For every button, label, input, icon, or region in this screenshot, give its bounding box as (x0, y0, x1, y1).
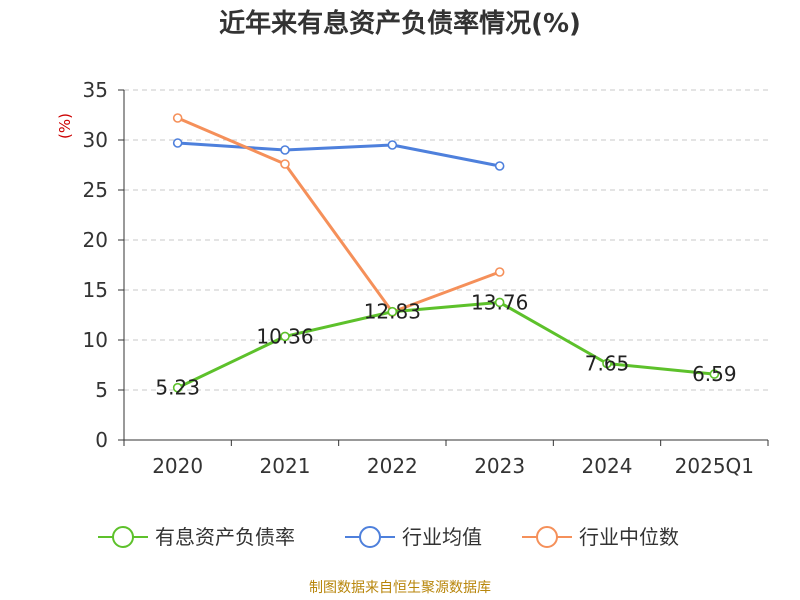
data-point[interactable] (172, 113, 183, 123)
legend-swatch-marker (536, 526, 558, 548)
series-interest-debt-ratio (172, 297, 720, 393)
legend-label: 行业均值 (402, 525, 482, 549)
y-tick-label: 0 (95, 428, 108, 452)
x-tick-label: 2023 (474, 454, 525, 478)
x-tick-label: 2022 (367, 454, 418, 478)
data-label: 6.59 (692, 362, 737, 386)
data-label: 7.65 (585, 352, 630, 376)
data-point[interactable] (172, 382, 183, 393)
data-point[interactable] (280, 331, 290, 342)
y-tick-label: 20 (83, 228, 108, 252)
data-point[interactable] (494, 267, 505, 277)
data-point[interactable] (494, 161, 505, 171)
y-axis-ticks: 0 5 10 15 20 25 30 35 (83, 78, 124, 452)
chart-title: 近年来有息资产负债率情况(%) (219, 8, 581, 39)
y-tick-label: 15 (83, 278, 108, 302)
data-point[interactable] (280, 159, 290, 169)
series-line (177, 116, 501, 314)
data-labels: 5.23 10.36 12.83 13.76 7.65 6.59 (155, 290, 736, 399)
legend-label: 行业中位数 (579, 525, 679, 549)
axes (123, 90, 768, 441)
y-tick-label: 30 (83, 128, 108, 152)
series-industry-mean (172, 138, 505, 171)
series-line (177, 141, 500, 168)
data-label: 13.76 (471, 290, 528, 314)
x-tick-label: 2020 (152, 454, 203, 478)
data-point[interactable] (494, 297, 505, 308)
legend: 有息资产负债率 行业均值 行业中位数 (98, 525, 679, 549)
data-point[interactable] (602, 358, 612, 369)
data-point[interactable] (387, 306, 398, 317)
legend-swatch-marker (359, 526, 381, 548)
data-label: 10.36 (256, 324, 313, 348)
y-tick-label: 35 (83, 78, 108, 102)
legend-item-industry-median[interactable]: 行业中位数 (522, 525, 679, 549)
series-layer (172, 113, 720, 393)
y-tick-label: 10 (83, 328, 108, 352)
series-line (177, 300, 715, 390)
x-tick-label: 2025Q1 (675, 454, 754, 478)
legend-label: 有息资产负债率 (155, 525, 295, 549)
data-label: 12.83 (364, 300, 421, 324)
y-tick-label: 25 (83, 178, 108, 202)
x-axis-ticks: 2020 2021 2022 2023 2024 2025Q1 (123, 440, 769, 478)
data-point[interactable] (280, 145, 290, 155)
data-point[interactable] (172, 138, 183, 148)
y-tick-label: 5 (95, 378, 108, 402)
series-industry-median (172, 113, 505, 317)
x-tick-label: 2021 (260, 454, 311, 478)
legend-item-industry-mean[interactable]: 行业均值 (345, 525, 482, 549)
data-label: 5.23 (155, 376, 200, 400)
y-axis-unit: (%) (56, 113, 74, 139)
data-point[interactable] (387, 140, 398, 150)
x-tick-label: 2024 (582, 454, 633, 478)
legend-item-interest-debt-ratio[interactable]: 有息资产负债率 (98, 525, 295, 549)
data-point[interactable] (709, 369, 720, 379)
legend-swatch-marker (112, 526, 134, 548)
source-note: 制图数据来自恒生聚源数据库 (309, 580, 491, 596)
